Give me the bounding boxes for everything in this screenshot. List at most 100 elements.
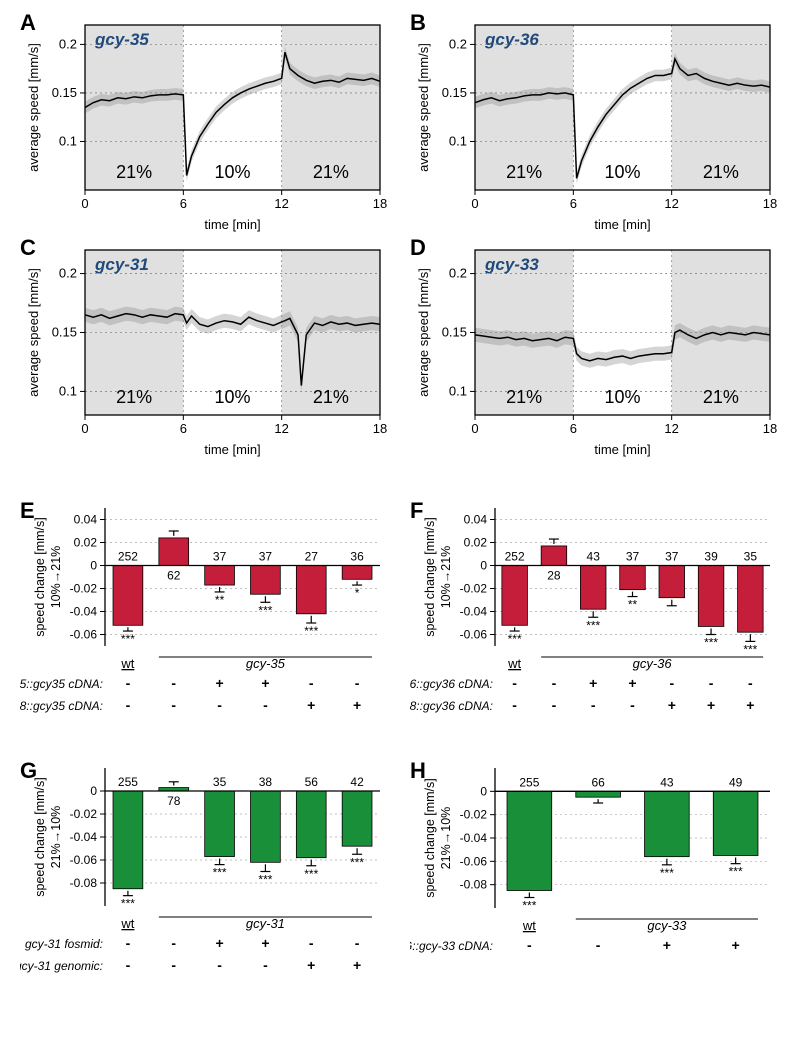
svg-text:35: 35 (744, 550, 758, 564)
panel-H-label: H (410, 758, 426, 784)
svg-text:+: + (707, 697, 715, 713)
svg-text:0.02: 0.02 (74, 536, 98, 550)
panel-F: F ***25228***43**3737***39***35-0.06-0.0… (410, 488, 780, 748)
svg-text:21%: 21% (703, 162, 739, 182)
svg-text:18: 18 (373, 196, 387, 211)
svg-text:39: 39 (704, 550, 718, 564)
svg-text:+: + (732, 937, 740, 953)
svg-text:Pflp-8::gcy36 cDNA:: Pflp-8::gcy36 cDNA: (410, 699, 493, 713)
svg-text:***: *** (304, 624, 318, 638)
svg-text:-: - (709, 675, 714, 691)
svg-text:gcy-31: gcy-31 (94, 255, 149, 274)
svg-text:0: 0 (471, 196, 478, 211)
svg-text:-: - (126, 935, 131, 951)
svg-text:0: 0 (471, 421, 478, 436)
svg-text:time [min]: time [min] (594, 217, 650, 232)
svg-text:255: 255 (519, 775, 539, 789)
svg-text:-0.04: -0.04 (70, 605, 98, 619)
svg-text:-: - (171, 697, 176, 713)
svg-text:0: 0 (90, 784, 97, 798)
svg-text:time [min]: time [min] (204, 442, 260, 457)
svg-text:wt: wt (522, 918, 536, 933)
svg-text:Pflp-8::gcy35 cDNA:: Pflp-8::gcy35 cDNA: (20, 699, 103, 713)
svg-text:28: 28 (547, 569, 561, 583)
svg-text:-: - (309, 935, 314, 951)
svg-text:-: - (669, 675, 674, 691)
svg-text:255: 255 (118, 775, 138, 789)
svg-text:**: ** (215, 593, 225, 607)
svg-text:10%→21%: 10%→21% (49, 546, 63, 609)
svg-text:21%→10%: 21%→10% (49, 806, 63, 869)
row-bar-2: G ***25578***35***38***56***42-0.08-0.06… (20, 748, 780, 1008)
svg-text:27: 27 (305, 550, 319, 564)
panel-D: D 061218time [min]0.10.150.2average spee… (410, 235, 780, 460)
svg-text:-: - (512, 675, 517, 691)
svg-text:21%: 21% (506, 162, 542, 182)
panel-G-label: G (20, 758, 37, 784)
panel-C: C 061218time [min]0.10.150.2average spee… (20, 235, 390, 460)
svg-text:gcy-36: gcy-36 (633, 656, 673, 671)
svg-text:average speed [mm/s]: average speed [mm/s] (416, 43, 431, 172)
svg-text:-: - (126, 675, 131, 691)
svg-text:10%: 10% (214, 162, 250, 182)
svg-text:-0.02: -0.02 (70, 807, 98, 821)
panel-H: H ***25566***43***49-0.08-0.06-0.04-0.02… (410, 748, 780, 1008)
svg-text:wt: wt (507, 656, 521, 671)
svg-text:-: - (126, 957, 131, 973)
svg-text:0.15: 0.15 (52, 325, 77, 340)
svg-text:***: *** (508, 632, 522, 646)
svg-text:+: + (215, 675, 223, 691)
svg-text:+: + (215, 935, 223, 951)
svg-text:***: *** (258, 873, 272, 887)
svg-text:time [min]: time [min] (204, 217, 260, 232)
svg-text:21%: 21% (116, 387, 152, 407)
svg-text:**: ** (628, 598, 638, 612)
svg-text:***: *** (586, 618, 600, 632)
panel-A: A 061218time [min]0.10.150.2average spee… (20, 10, 390, 235)
panel-C-label: C (20, 235, 36, 261)
svg-text:0.04: 0.04 (74, 513, 98, 527)
svg-text:speed change [mm/s]: speed change [mm/s] (423, 778, 437, 898)
svg-text:-: - (630, 697, 635, 713)
panel-E-label: E (20, 498, 35, 524)
chart-G: ***25578***35***38***56***42-0.08-0.06-0… (20, 748, 390, 1008)
chart-E: ***25262**37***37***27*36-0.06-0.04-0.02… (20, 488, 390, 748)
svg-text:BAG::gcy-33 cDNA:: BAG::gcy-33 cDNA: (410, 939, 493, 953)
svg-text:-0.02: -0.02 (460, 582, 488, 596)
svg-text:average speed [mm/s]: average speed [mm/s] (416, 268, 431, 397)
svg-text:***: *** (258, 603, 272, 617)
svg-text:-: - (355, 935, 360, 951)
svg-text:*: * (355, 586, 360, 600)
svg-text:18: 18 (763, 196, 777, 211)
svg-text:66: 66 (591, 775, 605, 789)
svg-text:-: - (355, 675, 360, 691)
svg-text:78: 78 (167, 794, 181, 808)
svg-text:speed change [mm/s]: speed change [mm/s] (33, 517, 47, 637)
svg-text:21%: 21% (703, 387, 739, 407)
svg-text:10%: 10% (214, 387, 250, 407)
svg-text:10%→21%: 10%→21% (439, 546, 453, 609)
svg-text:-0.02: -0.02 (70, 582, 98, 596)
svg-text:12: 12 (664, 421, 678, 436)
svg-text:21%: 21% (313, 162, 349, 182)
svg-text:***: *** (350, 855, 364, 869)
svg-text:+: + (353, 697, 361, 713)
svg-text:-0.06: -0.06 (70, 853, 98, 867)
svg-text:21%: 21% (313, 387, 349, 407)
row-line-2: C 061218time [min]0.10.150.2average spee… (20, 235, 780, 460)
svg-text:49: 49 (729, 775, 743, 789)
svg-text:+: + (668, 697, 676, 713)
svg-text:+: + (746, 697, 754, 713)
svg-text:6: 6 (570, 196, 577, 211)
panel-F-label: F (410, 498, 423, 524)
svg-text:252: 252 (505, 550, 525, 564)
svg-text:6: 6 (180, 196, 187, 211)
svg-text:gcy-33: gcy-33 (647, 918, 687, 933)
svg-text:-: - (552, 675, 557, 691)
svg-text:-: - (263, 957, 268, 973)
svg-text:+: + (307, 957, 315, 973)
svg-text:-: - (748, 675, 753, 691)
svg-text:+: + (628, 675, 636, 691)
svg-text:-: - (552, 697, 557, 713)
svg-text:0.15: 0.15 (442, 85, 467, 100)
